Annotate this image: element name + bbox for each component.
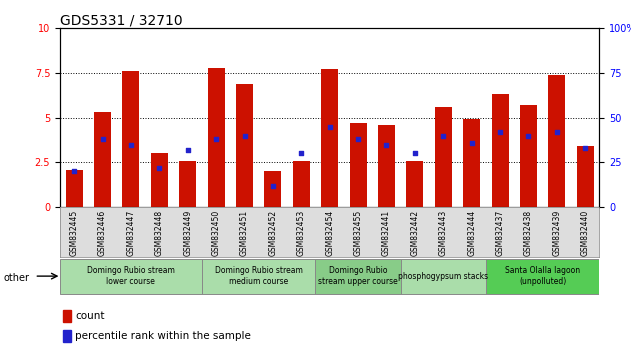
Point [97,136,107,142]
Point [69,169,80,174]
Bar [122,71,139,207]
Text: GSM832442: GSM832442 [410,210,420,256]
Text: GSM832453: GSM832453 [297,210,306,256]
Bar [350,123,367,207]
Bar [208,68,225,207]
Bar [179,161,196,207]
Text: GSM832449: GSM832449 [183,210,192,256]
Text: GSM832452: GSM832452 [268,210,278,256]
Text: GSM832445: GSM832445 [69,210,79,256]
Point [296,151,306,156]
Text: GSM832444: GSM832444 [467,210,476,256]
Bar [378,125,395,207]
Text: percentile rank within the sample: percentile rank within the sample [75,331,251,341]
Point [211,136,221,142]
FancyBboxPatch shape [60,258,202,294]
Text: Domingo Rubio stream
lower course: Domingo Rubio stream lower course [87,267,175,286]
Bar [463,120,480,207]
Text: GSM832437: GSM832437 [495,210,505,256]
FancyBboxPatch shape [316,258,401,294]
Bar [62,310,71,322]
Point [154,165,164,171]
Text: Domingo Rubio
stream upper course: Domingo Rubio stream upper course [318,267,398,286]
Text: count: count [75,311,105,321]
Point [324,124,334,130]
Text: other: other [3,273,29,283]
Text: GDS5331 / 32710: GDS5331 / 32710 [60,13,182,27]
Bar [520,105,537,207]
Bar [321,69,338,207]
Point [183,147,193,153]
Point [239,133,249,138]
Text: phosphogypsum stacks: phosphogypsum stacks [398,272,488,281]
Text: GSM832447: GSM832447 [126,210,136,256]
Text: GSM832441: GSM832441 [382,210,391,256]
Text: GSM832448: GSM832448 [155,210,164,256]
Bar [94,112,111,207]
Point [438,133,448,138]
Bar [577,146,594,207]
Text: GSM832450: GSM832450 [211,210,221,256]
FancyBboxPatch shape [202,258,316,294]
Text: GSM832440: GSM832440 [581,210,590,256]
Bar [264,171,281,207]
Point [495,129,505,135]
Bar [492,95,509,207]
Point [353,136,363,142]
Bar [406,161,423,207]
Point [523,133,533,138]
Text: GSM832455: GSM832455 [353,210,363,256]
Bar [435,107,452,207]
Text: Domingo Rubio stream
medium course: Domingo Rubio stream medium course [215,267,303,286]
Text: GSM832454: GSM832454 [325,210,334,256]
Bar [66,170,83,207]
Point [381,142,391,147]
Point [580,145,590,151]
FancyBboxPatch shape [401,258,486,294]
Text: Santa Olalla lagoon
(unpolluted): Santa Olalla lagoon (unpolluted) [505,267,581,286]
Bar [236,84,253,207]
Text: GSM832443: GSM832443 [439,210,448,256]
Bar [151,154,168,207]
Text: GSM832438: GSM832438 [524,210,533,256]
Text: GSM832451: GSM832451 [240,210,249,256]
Text: GSM832446: GSM832446 [98,210,107,256]
FancyBboxPatch shape [486,258,599,294]
Point [410,151,420,156]
Point [466,140,476,145]
Bar [293,161,310,207]
Bar [548,75,565,207]
Bar [62,330,71,342]
Point [551,129,562,135]
Text: GSM832439: GSM832439 [552,210,562,256]
Point [268,183,278,188]
Point [126,142,136,147]
